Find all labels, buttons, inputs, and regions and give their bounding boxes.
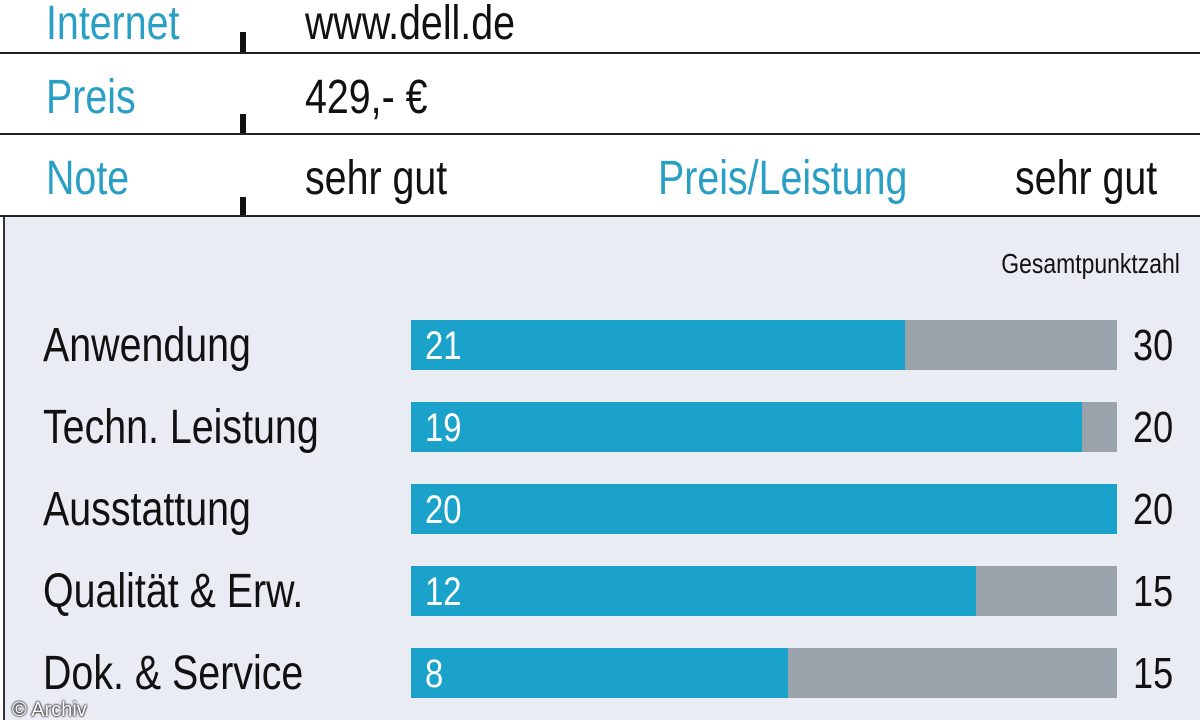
bar-track: 20 bbox=[411, 484, 1117, 534]
bar-track: 21 bbox=[411, 320, 1117, 370]
bar-row: Qualität & Erw. 12 15 bbox=[0, 566, 1200, 618]
bar-value-label: 21 bbox=[425, 324, 462, 368]
bar-row: Dok. & Service 8 15 bbox=[0, 648, 1200, 700]
total-header: Gesamtpunktzahl bbox=[1001, 248, 1180, 279]
preis-leistung-label: Preis/Leistung bbox=[658, 152, 908, 205]
max-value-label: 15 bbox=[1133, 567, 1174, 616]
bar bbox=[411, 566, 976, 616]
category-label: Ausstattung bbox=[43, 483, 251, 536]
note-value: sehr gut bbox=[305, 152, 448, 205]
info-row-internet: Internet www.dell.de bbox=[0, 0, 1200, 52]
category-label: Anwendung bbox=[43, 319, 251, 372]
bar-row: Anwendung 21 30 bbox=[0, 320, 1200, 372]
internet-label: Internet bbox=[46, 0, 180, 50]
info-row-preis: Preis 429,- € bbox=[0, 54, 1200, 136]
divider bbox=[0, 52, 1200, 54]
preis-label: Preis bbox=[46, 71, 136, 124]
bar bbox=[411, 402, 1082, 452]
divider-tick bbox=[240, 114, 246, 134]
note-label: Note bbox=[46, 152, 130, 205]
bar-value-label: 12 bbox=[425, 570, 462, 614]
category-label: Techn. Leistung bbox=[43, 401, 319, 454]
max-value-label: 20 bbox=[1133, 403, 1174, 452]
bar bbox=[411, 484, 1117, 534]
bar-track: 19 bbox=[411, 402, 1117, 452]
bar bbox=[411, 320, 906, 370]
category-label: Dok. & Service bbox=[43, 647, 304, 700]
preis-leistung-value: sehr gut bbox=[1015, 152, 1158, 205]
max-value-label: 30 bbox=[1133, 321, 1174, 370]
max-value-label: 20 bbox=[1133, 485, 1174, 534]
divider-tick bbox=[240, 32, 246, 52]
score-panel bbox=[3, 217, 1200, 720]
bar-value-label: 19 bbox=[425, 406, 462, 450]
bar-row: Techn. Leistung 19 20 bbox=[0, 402, 1200, 454]
divider bbox=[0, 133, 1200, 135]
credit: © Archiv bbox=[12, 699, 87, 721]
bar-track: 8 bbox=[411, 648, 1117, 698]
category-label: Qualität & Erw. bbox=[43, 565, 304, 618]
info-row-note: Note sehr gut Preis/Leistung sehr gut bbox=[0, 135, 1200, 217]
bar-value-label: 20 bbox=[425, 488, 462, 532]
preis-value: 429,- € bbox=[305, 71, 428, 124]
max-value-label: 15 bbox=[1133, 649, 1174, 698]
bar bbox=[411, 648, 788, 698]
bar-value-label: 8 bbox=[425, 652, 444, 696]
divider-tick bbox=[240, 197, 246, 217]
bar-row: Ausstattung 20 20 bbox=[0, 484, 1200, 536]
divider bbox=[0, 215, 1200, 217]
internet-value: www.dell.de bbox=[305, 0, 516, 50]
bar-track: 12 bbox=[411, 566, 1117, 616]
